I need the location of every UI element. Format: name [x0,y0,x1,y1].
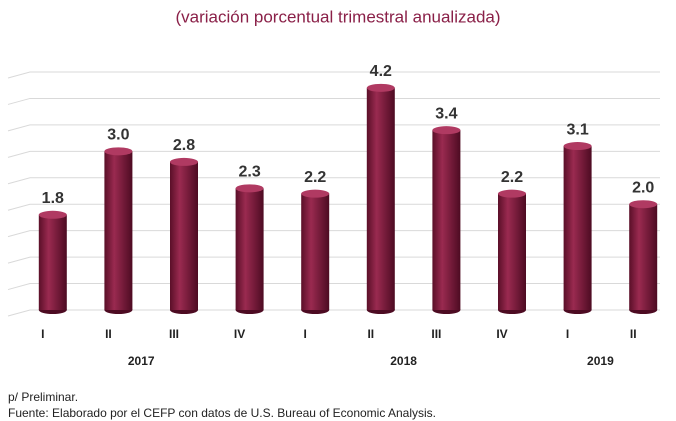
bar [301,193,330,310]
group-label: 2018 [390,354,417,368]
value-label: 2.2 [304,169,326,186]
x-tick-label: II [105,327,112,341]
x-tick-label: I [41,327,44,341]
x-tick-label: II [367,327,374,341]
bar-top [235,184,264,193]
x-tick-label: III [169,327,179,341]
group-label: 2017 [128,354,155,368]
bar-top [38,210,67,219]
x-tick-label: IV [234,327,245,341]
grid-line [7,124,660,132]
x-tick-label: II [630,327,637,341]
x-tick-label: III [431,327,441,341]
x-tick-label: IV [496,327,507,341]
value-label: 2.2 [501,169,523,186]
value-label: 2.8 [173,137,195,154]
source-note: Fuente: Elaborado por el CEFP con datos … [8,406,436,420]
bar [366,87,395,310]
bar [432,130,461,310]
value-label: 4.2 [370,63,392,80]
chart-title: (variación porcentual trimestral anualiz… [175,7,500,26]
bar [235,188,264,310]
bar-top [629,200,658,209]
bar-top [170,157,198,166]
bar-top [563,142,592,151]
bar-top [301,189,330,198]
bar-top [432,126,461,135]
value-label: 3.4 [435,105,457,122]
bar-top [498,189,526,198]
value-label: 2.3 [238,164,260,181]
grid-line [7,71,660,79]
bar [498,193,526,310]
group-label: 2019 [587,354,614,368]
value-label: 1.8 [42,190,64,207]
bar [563,146,592,310]
bar [38,214,67,310]
bar [170,161,198,310]
x-tick-label: I [566,327,569,341]
value-label: 3.0 [107,127,129,144]
bar [104,151,133,310]
bar-top [366,83,395,92]
value-label: 3.1 [566,121,588,138]
value-label: 2.0 [632,179,654,196]
x-tick-label: I [304,327,307,341]
bar-top [104,147,133,156]
bar [629,204,658,310]
footnote: p/ Preliminar. [8,390,78,404]
grid-line [7,97,660,105]
